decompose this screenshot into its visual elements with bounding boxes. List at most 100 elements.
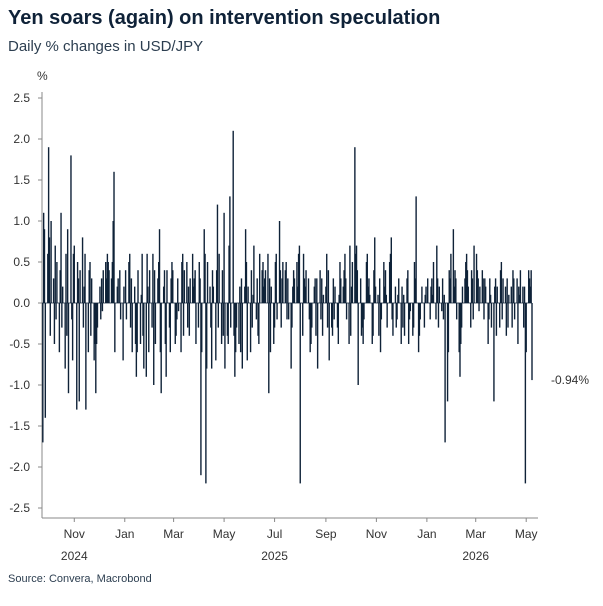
x-year-label: 2026 [462, 549, 489, 563]
bar [369, 294, 371, 303]
bar [316, 278, 318, 303]
bar [489, 278, 491, 303]
bar [322, 294, 325, 303]
bar [61, 286, 64, 303]
bar [273, 303, 276, 328]
bar [139, 303, 142, 344]
bar [357, 303, 359, 385]
bar [42, 303, 44, 443]
bar [228, 245, 230, 303]
bar [475, 253, 478, 303]
bar [313, 286, 316, 303]
bar [58, 303, 61, 353]
bar [54, 245, 56, 303]
bar [224, 303, 226, 369]
bar [314, 278, 316, 303]
bar [153, 303, 155, 385]
y-tick-label: 1.0 [13, 214, 30, 228]
bar [372, 303, 374, 336]
bar [525, 303, 527, 353]
bar [516, 278, 518, 303]
bar [284, 270, 287, 303]
bar [377, 294, 379, 303]
bar [90, 278, 93, 303]
bar [262, 262, 264, 303]
bar [403, 294, 405, 303]
bar [107, 262, 109, 303]
bar [49, 303, 51, 336]
bar [114, 303, 116, 353]
bar [280, 303, 282, 328]
bar [518, 286, 520, 303]
y-tick-label: 1.5 [13, 173, 30, 187]
bar [414, 278, 416, 303]
bar [206, 303, 208, 369]
bar [270, 286, 272, 303]
bar [303, 278, 306, 303]
bar [512, 270, 514, 303]
bar [286, 303, 288, 320]
bar [293, 278, 296, 303]
bar [337, 303, 340, 344]
bar [339, 262, 341, 303]
bar [332, 278, 335, 303]
bar [247, 286, 249, 303]
bar [71, 303, 74, 361]
bar [394, 286, 397, 303]
bar [188, 303, 191, 336]
bar [348, 303, 350, 344]
bar [438, 286, 440, 303]
bar [308, 303, 311, 320]
bar [455, 278, 457, 303]
bar [253, 245, 255, 303]
bar [65, 253, 67, 303]
bar [479, 286, 481, 303]
bar [396, 303, 398, 320]
bar [386, 303, 388, 328]
bar [77, 278, 80, 303]
bar [379, 278, 381, 303]
y-tick-label: -2.0 [9, 460, 30, 474]
bar [427, 278, 429, 303]
bar [119, 303, 122, 320]
bar [487, 303, 489, 344]
bar [122, 303, 124, 361]
bar [169, 303, 171, 353]
bar [278, 221, 281, 303]
bar [105, 262, 107, 303]
bar [466, 270, 469, 303]
bar [95, 303, 98, 344]
bar [449, 278, 451, 303]
bar [87, 303, 90, 353]
bar [220, 303, 223, 344]
bar [238, 303, 240, 344]
bar [143, 303, 145, 369]
bar [108, 270, 110, 303]
y-tick-label: -1.0 [9, 378, 30, 392]
bar [251, 303, 253, 328]
last-value-label: -0.94% [551, 373, 589, 387]
bar [233, 303, 235, 336]
bar [275, 253, 277, 303]
bar [268, 278, 271, 303]
bar [221, 270, 224, 303]
bar [172, 270, 174, 303]
bar [355, 253, 357, 303]
bar [447, 303, 450, 353]
bar [43, 229, 46, 303]
bar [52, 278, 55, 303]
bar [106, 253, 109, 303]
x-axis: Nov Jan Mar May Jul Sep Nov Jan Mar May 2024 2025 20… [42, 302, 538, 563]
bar [215, 270, 218, 303]
bar [421, 286, 423, 303]
bar [460, 303, 463, 328]
bar [131, 303, 133, 353]
bar [406, 278, 408, 303]
bar [523, 303, 525, 328]
bar [398, 278, 400, 303]
bar [174, 303, 176, 344]
bar [170, 278, 172, 303]
chart-subtitle: Daily % changes in USD/JPY [8, 38, 204, 55]
bar [119, 270, 121, 303]
